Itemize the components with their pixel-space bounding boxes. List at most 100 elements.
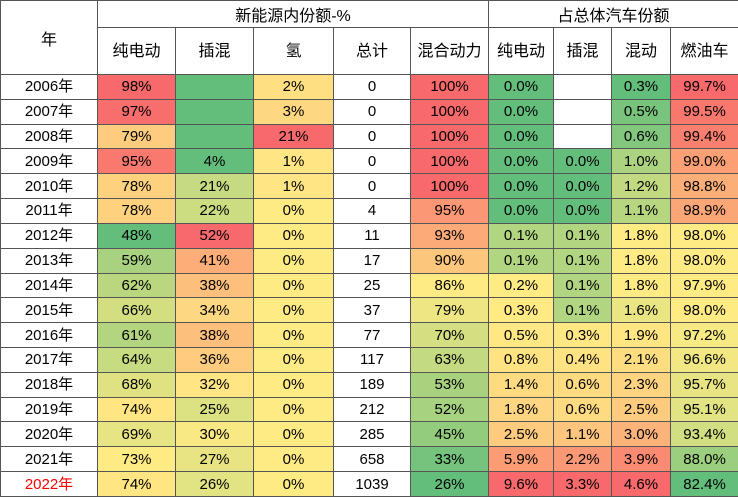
year-cell: 2018年 (0, 371, 98, 398)
year-cell: 2006年 (0, 74, 98, 100)
value-cell: 0.0% (553, 148, 613, 175)
value-cell: 1.1% (553, 421, 613, 448)
value-cell: 98.0% (670, 297, 738, 324)
table-row: 2016年 61% 38% 0% 77 70% 0.5% 0.3% 1.9% 97.2% (0, 322, 738, 348)
value-cell: 0.0% (488, 98, 555, 125)
value-cell: 3.3% (553, 471, 613, 497)
column-header: 纯电动 (488, 27, 555, 75)
value-cell: 95.1% (670, 396, 738, 423)
value-cell: 0% (253, 222, 334, 249)
value-cell: 100% (409, 74, 490, 100)
value-cell: 78% (97, 198, 176, 224)
value-cell: 53% (409, 371, 490, 398)
value-cell: 1% (253, 173, 334, 200)
value-cell: 77 (333, 322, 411, 348)
value-cell: 17 (333, 247, 411, 274)
value-cell (553, 98, 613, 125)
value-cell: 26% (409, 471, 490, 497)
table-row: 2015年 66% 34% 0% 37 79% 0.3% 0.1% 1.6% 98.0% (0, 297, 738, 324)
value-cell: 4.6% (611, 471, 672, 497)
value-cell: 79% (97, 123, 176, 150)
table-row: 2021年 73% 27% 0% 658 33% 5.9% 2.2% 3.9% 88.0% (0, 446, 738, 472)
column-header: 混合动力 (409, 27, 490, 75)
year-cell: 2008年 (0, 123, 98, 150)
year-cell: 2017年 (0, 346, 98, 373)
value-cell: 0.1% (553, 297, 613, 324)
value-cell (175, 74, 254, 100)
value-cell: 48% (97, 222, 176, 249)
value-cell: 96.6% (670, 346, 738, 373)
value-cell: 0% (253, 247, 334, 274)
value-cell: 59% (97, 247, 176, 274)
column-header: 燃油车 (670, 27, 738, 75)
value-cell: 3.9% (611, 446, 672, 472)
value-cell: 0.6% (611, 123, 672, 150)
value-cell: 62% (97, 272, 176, 299)
value-cell: 11 (333, 222, 411, 249)
value-cell: 0.2% (488, 272, 555, 299)
value-cell: 0.0% (488, 198, 555, 224)
value-cell: 1.8% (611, 247, 672, 274)
value-cell: 95% (97, 148, 176, 175)
value-cell: 98% (97, 74, 176, 100)
value-cell: 63% (409, 346, 490, 373)
value-cell: 97.9% (670, 272, 738, 299)
group-header-row: 年新能源内份额-% 占总体汽车份额 (0, 0, 738, 75)
value-cell: 32% (175, 371, 254, 398)
value-cell: 0% (253, 272, 334, 299)
year-cell: 2013年 (0, 247, 98, 274)
table-row: 2022年 74% 26% 0% 1039 26% 9.6% 3.3% 4.6% 82.4% (0, 471, 738, 497)
value-cell: 3% (253, 98, 334, 125)
value-cell: 0 (333, 98, 411, 125)
value-cell: 212 (333, 396, 411, 423)
value-cell: 98.0% (670, 222, 738, 249)
value-cell: 0% (253, 198, 334, 224)
group-header: 占总体汽车份额 (488, 0, 738, 28)
value-cell: 0.0% (553, 198, 613, 224)
value-cell: 26% (175, 471, 254, 497)
year-header: 年 (0, 0, 98, 75)
value-cell: 1.2% (611, 173, 672, 200)
value-cell: 97.2% (670, 322, 738, 348)
value-cell: 0.1% (553, 272, 613, 299)
value-cell: 0% (253, 446, 334, 472)
value-cell: 98.9% (670, 198, 738, 224)
value-cell: 97% (97, 98, 176, 125)
value-cell: 66% (97, 297, 176, 324)
value-cell: 2.2% (553, 446, 613, 472)
value-cell: 22% (175, 198, 254, 224)
column-header-row: 纯电动 插混氢总计 混合动力 纯电动 插混 混动 燃油车 (1, 27, 738, 75)
value-cell: 25 (333, 272, 411, 299)
value-cell: 25% (175, 396, 254, 423)
table-row: 2020年 69% 30% 0% 285 45% 2.5% 1.1% 3.0% 93.4% (0, 421, 738, 448)
value-cell: 0.4% (553, 346, 613, 373)
value-cell: 0.0% (488, 173, 555, 200)
value-cell: 95% (409, 198, 490, 224)
year-cell: 2016年 (0, 322, 98, 348)
value-cell: 1.8% (488, 396, 555, 423)
value-cell: 5.9% (488, 446, 555, 472)
value-cell: 34% (175, 297, 254, 324)
value-cell: 1.0% (611, 148, 672, 175)
value-cell: 52% (409, 396, 490, 423)
value-cell: 100% (409, 148, 490, 175)
value-cell: 99.4% (670, 123, 738, 150)
table-row: 2017年 64% 36% 0% 117 63% 0.8% 0.4% 2.1% 96.6% (0, 346, 738, 373)
value-cell: 0% (253, 421, 334, 448)
table-row: 2006年 98% 2% 0 100% 0.0% 0.3% 99.7% (0, 74, 738, 100)
value-cell: 100% (409, 123, 490, 150)
value-cell: 78% (97, 173, 176, 200)
value-cell: 64% (97, 346, 176, 373)
value-cell (175, 98, 254, 125)
value-cell: 38% (175, 322, 254, 348)
value-cell: 1.8% (611, 272, 672, 299)
value-cell: 99.5% (670, 98, 738, 125)
year-cell: 2022年 (0, 471, 98, 497)
year-cell: 2021年 (0, 446, 98, 472)
value-cell: 1.8% (611, 222, 672, 249)
column-header: 氢 (253, 27, 334, 75)
value-cell: 88.0% (670, 446, 738, 472)
value-cell: 0.1% (488, 222, 555, 249)
value-cell: 4 (333, 198, 411, 224)
